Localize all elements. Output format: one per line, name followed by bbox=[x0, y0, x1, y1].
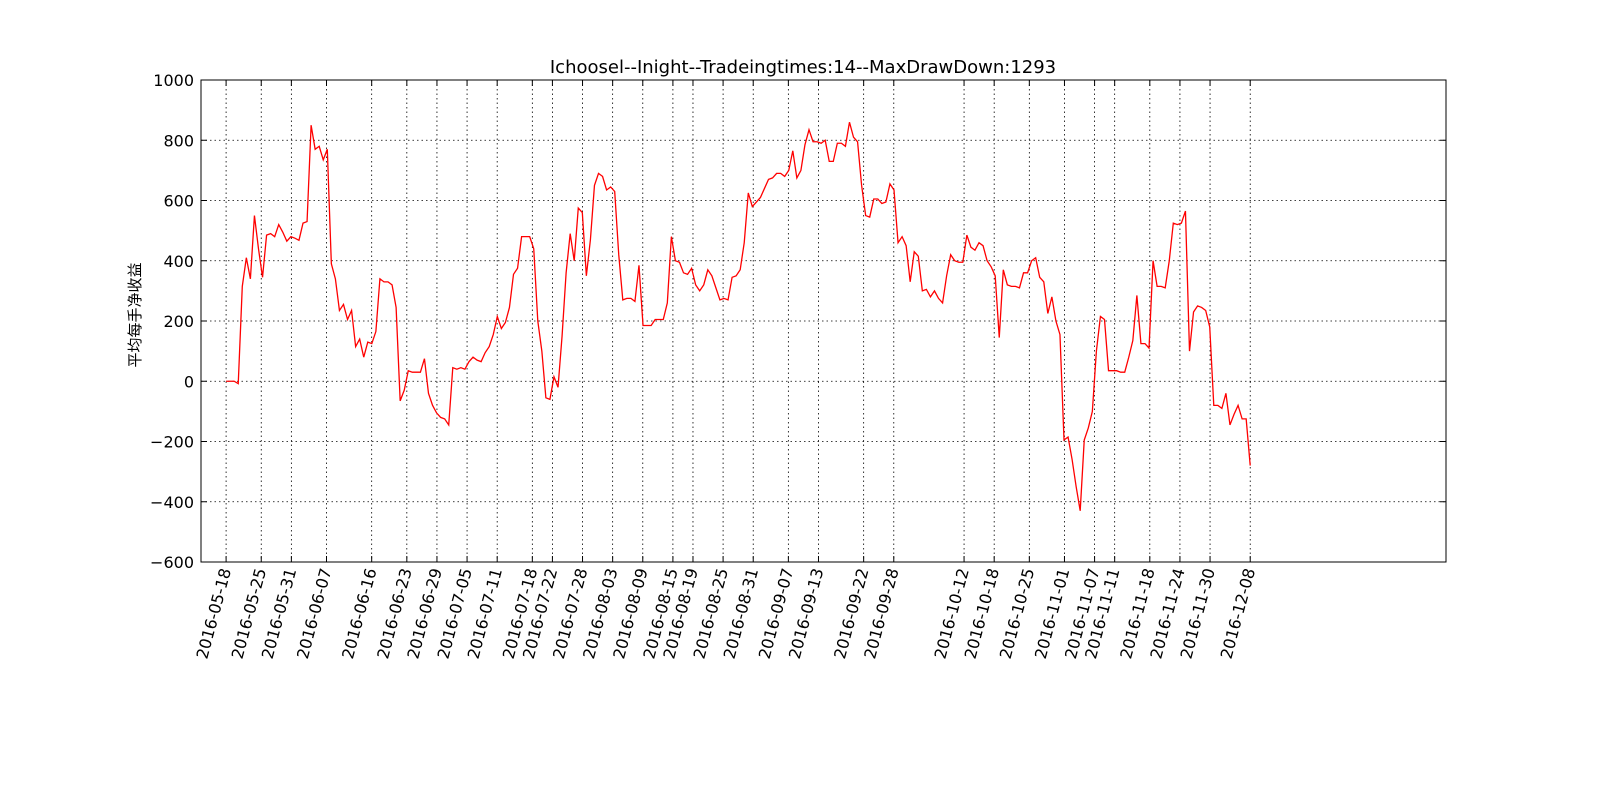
plot-frame bbox=[200, 79, 1447, 563]
y-axis-label: 平均每手净收益 bbox=[126, 262, 144, 367]
grid-lines bbox=[201, 80, 1446, 562]
y-tick-label: 1000 bbox=[153, 71, 194, 90]
chart-title: Ichoosel--Inight--Tradeingtimes:14--MaxD… bbox=[550, 57, 1056, 78]
y-tick-label: −200 bbox=[150, 433, 194, 452]
series-layer bbox=[226, 122, 1251, 511]
y-tick-label: −600 bbox=[150, 553, 194, 572]
y-tick-label: 400 bbox=[163, 252, 194, 271]
y-tick-label: 600 bbox=[163, 192, 194, 211]
y-tick-label: 0 bbox=[184, 372, 194, 391]
y-tick-label: 800 bbox=[163, 131, 194, 150]
y-tick-label: −400 bbox=[150, 493, 194, 512]
y-tick-label: 200 bbox=[163, 312, 194, 331]
series-line bbox=[226, 122, 1251, 511]
